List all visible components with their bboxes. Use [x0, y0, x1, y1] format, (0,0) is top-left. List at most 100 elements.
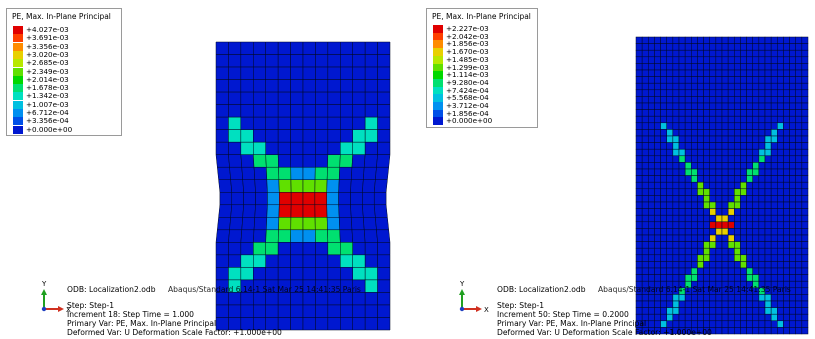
mesh-element: [691, 247, 698, 256]
mesh-element: [764, 195, 772, 203]
mesh-element: [783, 82, 790, 91]
mesh-element: [648, 43, 655, 51]
mesh-element: [377, 304, 391, 318]
mesh-element: [777, 175, 784, 183]
mesh-element: [721, 102, 729, 110]
mesh-element: [672, 214, 680, 223]
mesh-element: [660, 162, 667, 170]
mesh-element: [678, 63, 686, 71]
mesh-element: [740, 300, 747, 308]
mesh-element: [789, 181, 796, 190]
mesh-element: [715, 49, 723, 58]
mesh-element: [795, 43, 803, 51]
mesh-element: [752, 208, 760, 216]
mesh-element: [278, 217, 292, 231]
mesh-element: [684, 214, 692, 223]
mesh-element: [215, 41, 229, 55]
mesh-element: [758, 228, 766, 236]
mesh-element: [801, 175, 809, 183]
mesh-element: [777, 63, 784, 71]
mesh-element: [672, 208, 680, 216]
mesh-element: [740, 36, 747, 44]
mesh-element: [327, 91, 341, 105]
mesh-element: [660, 274, 667, 282]
mesh-element: [352, 304, 366, 318]
mesh-element: [660, 234, 667, 242]
mesh-element: [758, 234, 766, 242]
mesh-element: [648, 135, 655, 143]
mesh-element: [727, 56, 735, 64]
mesh-element: [727, 327, 735, 335]
mesh-element: [752, 122, 760, 130]
legend-entry: +1.114e-03: [433, 71, 489, 80]
mesh-element: [764, 168, 772, 176]
mesh-element: [758, 56, 766, 64]
mesh-element: [801, 82, 809, 91]
mesh-element: [660, 201, 667, 209]
mesh-element: [795, 287, 803, 295]
mesh-element: [801, 129, 809, 137]
mesh-element: [777, 102, 784, 110]
mesh-element: [635, 102, 643, 110]
mesh-element: [709, 115, 717, 124]
mesh-element: [746, 320, 753, 328]
mesh-element: [709, 261, 717, 269]
mesh-element: [691, 135, 698, 143]
mesh-element: [678, 135, 686, 143]
mesh-element: [684, 76, 692, 84]
mesh-element: [290, 66, 304, 80]
mesh-element: [709, 76, 717, 84]
mesh-element: [801, 195, 809, 203]
mesh-element: [648, 247, 655, 256]
mesh-element: [783, 69, 790, 77]
mesh-element: [801, 247, 809, 256]
mesh-element: [654, 102, 661, 110]
mesh-element: [746, 56, 753, 64]
mesh-element: [684, 115, 692, 124]
mesh-element: [795, 63, 803, 71]
mesh-element: [340, 116, 353, 130]
step-line: Step: Step-1: [67, 301, 115, 310]
mesh-element: [302, 179, 316, 193]
mesh-element: [703, 109, 710, 117]
mesh-element: [654, 208, 661, 216]
mesh-element: [654, 195, 661, 203]
mesh-element: [709, 162, 717, 170]
mesh-element: [265, 154, 279, 168]
mesh-element: [228, 141, 242, 155]
mesh-element: [758, 109, 766, 117]
mesh-element: [327, 267, 341, 281]
mesh-element: [314, 217, 328, 231]
mesh-element: [684, 228, 692, 236]
mesh-element: [654, 214, 661, 223]
mesh-element: [697, 155, 704, 163]
mesh-element: [727, 241, 735, 249]
mesh-element: [727, 274, 735, 282]
mesh-element: [727, 76, 735, 84]
mesh-element: [783, 327, 790, 335]
mesh-element: [770, 188, 778, 196]
mesh-element: [364, 91, 378, 105]
mesh-element: [703, 261, 710, 269]
mesh-element: [352, 254, 366, 268]
mesh-element: [352, 116, 366, 130]
mesh-element: [721, 267, 729, 275]
mesh-element: [660, 208, 667, 216]
mesh-element: [789, 234, 796, 242]
mesh-element: [253, 267, 266, 281]
mesh-element: [709, 56, 717, 64]
mesh-element: [684, 221, 692, 229]
legend-entry: +1.856e-03: [433, 40, 489, 49]
mesh-element: [697, 49, 704, 58]
mesh-element: [654, 36, 661, 44]
mesh-element: [764, 228, 772, 236]
mesh-element: [789, 274, 796, 282]
mesh-element: [373, 204, 388, 218]
mesh-element: [660, 175, 667, 183]
mesh-element: [697, 228, 704, 236]
mesh-element: [678, 115, 686, 124]
mesh-element: [228, 242, 242, 256]
mesh-element: [795, 300, 803, 308]
mesh-element: [648, 76, 655, 84]
mesh-element: [326, 166, 340, 180]
